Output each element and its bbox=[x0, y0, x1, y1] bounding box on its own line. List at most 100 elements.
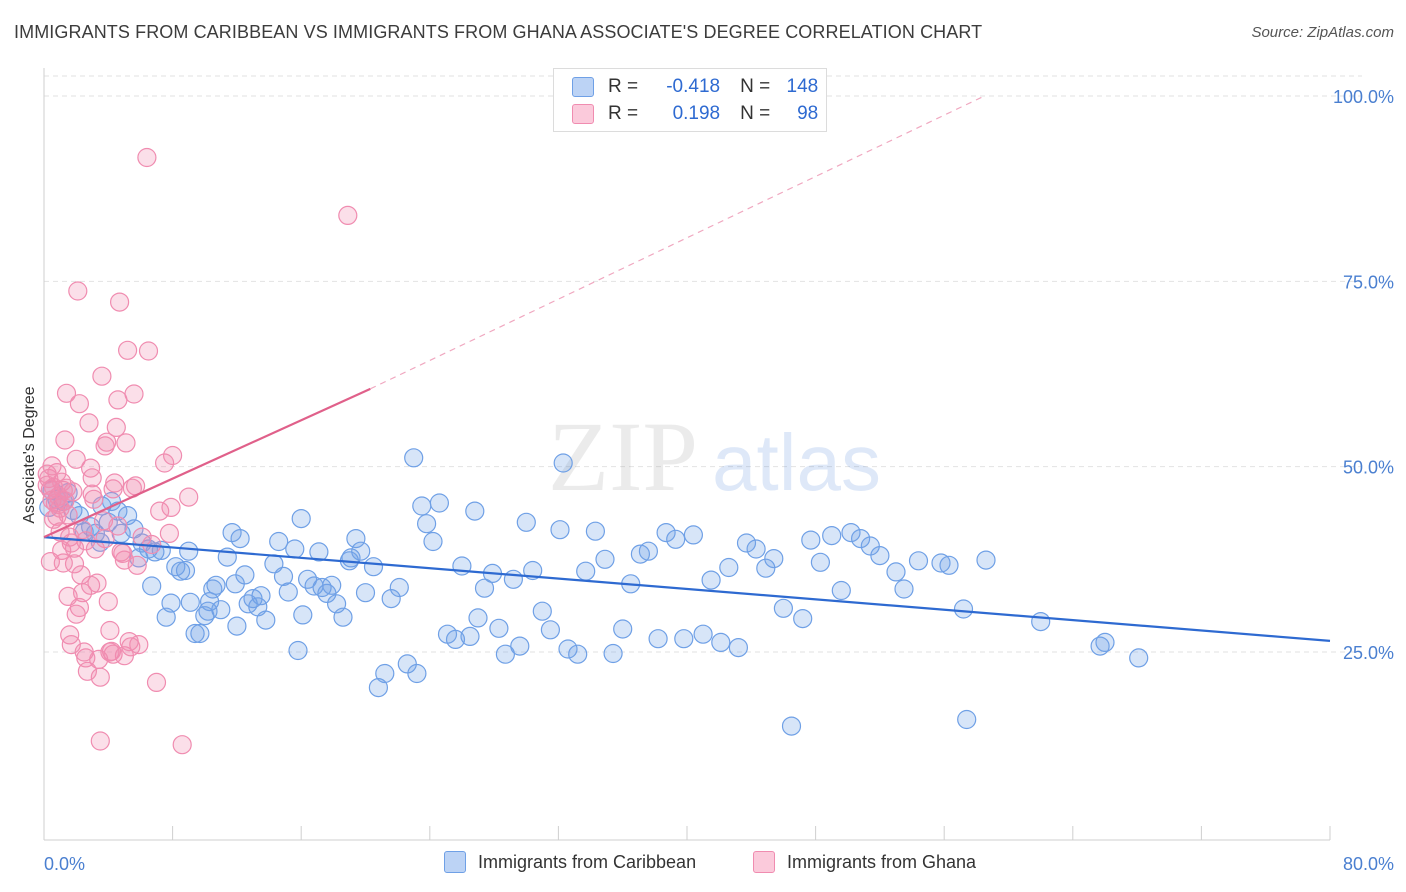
point-caribbean bbox=[180, 592, 200, 612]
point-ghana bbox=[98, 591, 118, 612]
legend-n-label: N = bbox=[740, 103, 771, 124]
point-caribbean bbox=[595, 549, 615, 569]
point-caribbean bbox=[603, 643, 623, 664]
point-caribbean bbox=[363, 557, 384, 577]
bottom-legend-caribbean[interactable]: Immigrants from Caribbean bbox=[444, 851, 696, 873]
point-ghana bbox=[146, 672, 167, 693]
watermark: ZIP atlas bbox=[548, 401, 881, 512]
point-caribbean bbox=[841, 522, 861, 543]
point-caribbean bbox=[558, 639, 578, 659]
point-caribbean bbox=[831, 580, 851, 601]
point-caribbean bbox=[801, 530, 821, 550]
point-caribbean bbox=[674, 629, 694, 649]
point-ghana bbox=[72, 583, 93, 603]
point-ghana bbox=[80, 458, 101, 478]
point-ghana bbox=[150, 501, 170, 521]
point-ghana bbox=[55, 430, 75, 450]
point-caribbean bbox=[322, 575, 342, 595]
point-caribbean bbox=[175, 560, 196, 581]
legend-swatch-caribbean bbox=[572, 77, 594, 97]
point-ghana bbox=[79, 413, 99, 433]
legend-row-caribbean: R = -0.418 N = 148 bbox=[572, 74, 818, 100]
point-caribbean bbox=[235, 565, 255, 585]
trend-line-ghana bbox=[43, 387, 371, 539]
point-caribbean bbox=[585, 521, 606, 541]
legend-swatch-ghana bbox=[572, 104, 594, 124]
point-caribbean bbox=[375, 663, 395, 684]
point-caribbean bbox=[894, 579, 914, 599]
point-caribbean bbox=[179, 541, 199, 561]
point-caribbean bbox=[728, 637, 749, 658]
point-ghana bbox=[90, 667, 110, 687]
point-caribbean bbox=[781, 716, 802, 736]
point-caribbean bbox=[460, 626, 480, 647]
legend-r-label: R = bbox=[608, 76, 639, 97]
point-caribbean bbox=[251, 586, 271, 606]
point-caribbean bbox=[638, 541, 659, 561]
point-ghana bbox=[137, 147, 157, 168]
trend-line-caribbean bbox=[43, 535, 1331, 642]
point-caribbean bbox=[200, 591, 220, 612]
point-caribbean bbox=[346, 528, 366, 549]
point-caribbean bbox=[693, 624, 713, 644]
point-caribbean bbox=[656, 522, 676, 543]
point-caribbean bbox=[389, 577, 409, 598]
point-caribbean bbox=[939, 555, 959, 575]
bottom-legend-swatch-caribbean bbox=[444, 851, 466, 873]
point-caribbean bbox=[465, 501, 485, 521]
point-ghana bbox=[109, 292, 130, 312]
point-caribbean bbox=[495, 644, 515, 664]
point-caribbean bbox=[291, 508, 311, 529]
point-caribbean bbox=[198, 601, 218, 621]
point-caribbean bbox=[417, 514, 437, 534]
series-ghana-points bbox=[37, 147, 358, 755]
point-caribbean bbox=[190, 623, 210, 644]
point-caribbean bbox=[1129, 648, 1149, 668]
point-caribbean bbox=[756, 558, 776, 578]
point-caribbean bbox=[870, 545, 890, 566]
y-tick-label: 50.0% bbox=[1343, 458, 1394, 478]
point-ghana bbox=[116, 433, 136, 453]
point-caribbean bbox=[474, 578, 495, 598]
point-caribbean bbox=[445, 629, 466, 650]
point-ghana bbox=[159, 523, 179, 544]
point-caribbean bbox=[203, 579, 223, 599]
point-caribbean bbox=[489, 618, 509, 638]
point-ghana bbox=[114, 550, 135, 570]
axes bbox=[43, 68, 1331, 841]
point-caribbean bbox=[404, 448, 424, 468]
bottom-legend-ghana[interactable]: Immigrants from Ghana bbox=[753, 851, 976, 873]
point-ghana bbox=[64, 554, 85, 574]
point-ghana bbox=[68, 281, 88, 301]
point-caribbean bbox=[288, 640, 308, 661]
point-caribbean bbox=[810, 552, 831, 572]
point-caribbean bbox=[613, 619, 633, 639]
point-caribbean bbox=[156, 607, 176, 627]
point-ghana bbox=[338, 205, 358, 225]
point-ghana bbox=[124, 384, 144, 404]
legend-n-value: 98 bbox=[797, 103, 819, 124]
point-caribbean bbox=[568, 644, 588, 664]
point-caribbean bbox=[256, 610, 276, 630]
point-caribbean bbox=[793, 608, 813, 629]
point-ghana bbox=[80, 575, 101, 595]
x-tick-label-max: 80.0% bbox=[1343, 854, 1394, 874]
point-ghana bbox=[129, 634, 149, 655]
y-tick-label: 100.0% bbox=[1333, 87, 1394, 107]
watermark-atlas: atlas bbox=[712, 418, 881, 507]
y-axis-label: Associate's Degree bbox=[21, 386, 38, 523]
legend-n-label: N = bbox=[740, 76, 771, 97]
point-caribbean bbox=[468, 608, 488, 628]
point-ghana bbox=[56, 383, 77, 403]
point-caribbean bbox=[142, 576, 162, 596]
point-caribbean bbox=[1031, 611, 1051, 632]
point-ghana bbox=[138, 341, 159, 361]
point-caribbean bbox=[931, 553, 951, 573]
point-caribbean bbox=[293, 605, 313, 625]
point-ghana bbox=[179, 487, 199, 507]
point-caribbean bbox=[976, 550, 996, 570]
point-ghana bbox=[63, 482, 83, 502]
point-caribbean bbox=[711, 632, 731, 653]
x-tick-label-min: 0.0% bbox=[44, 854, 85, 874]
point-ghana bbox=[92, 366, 112, 386]
